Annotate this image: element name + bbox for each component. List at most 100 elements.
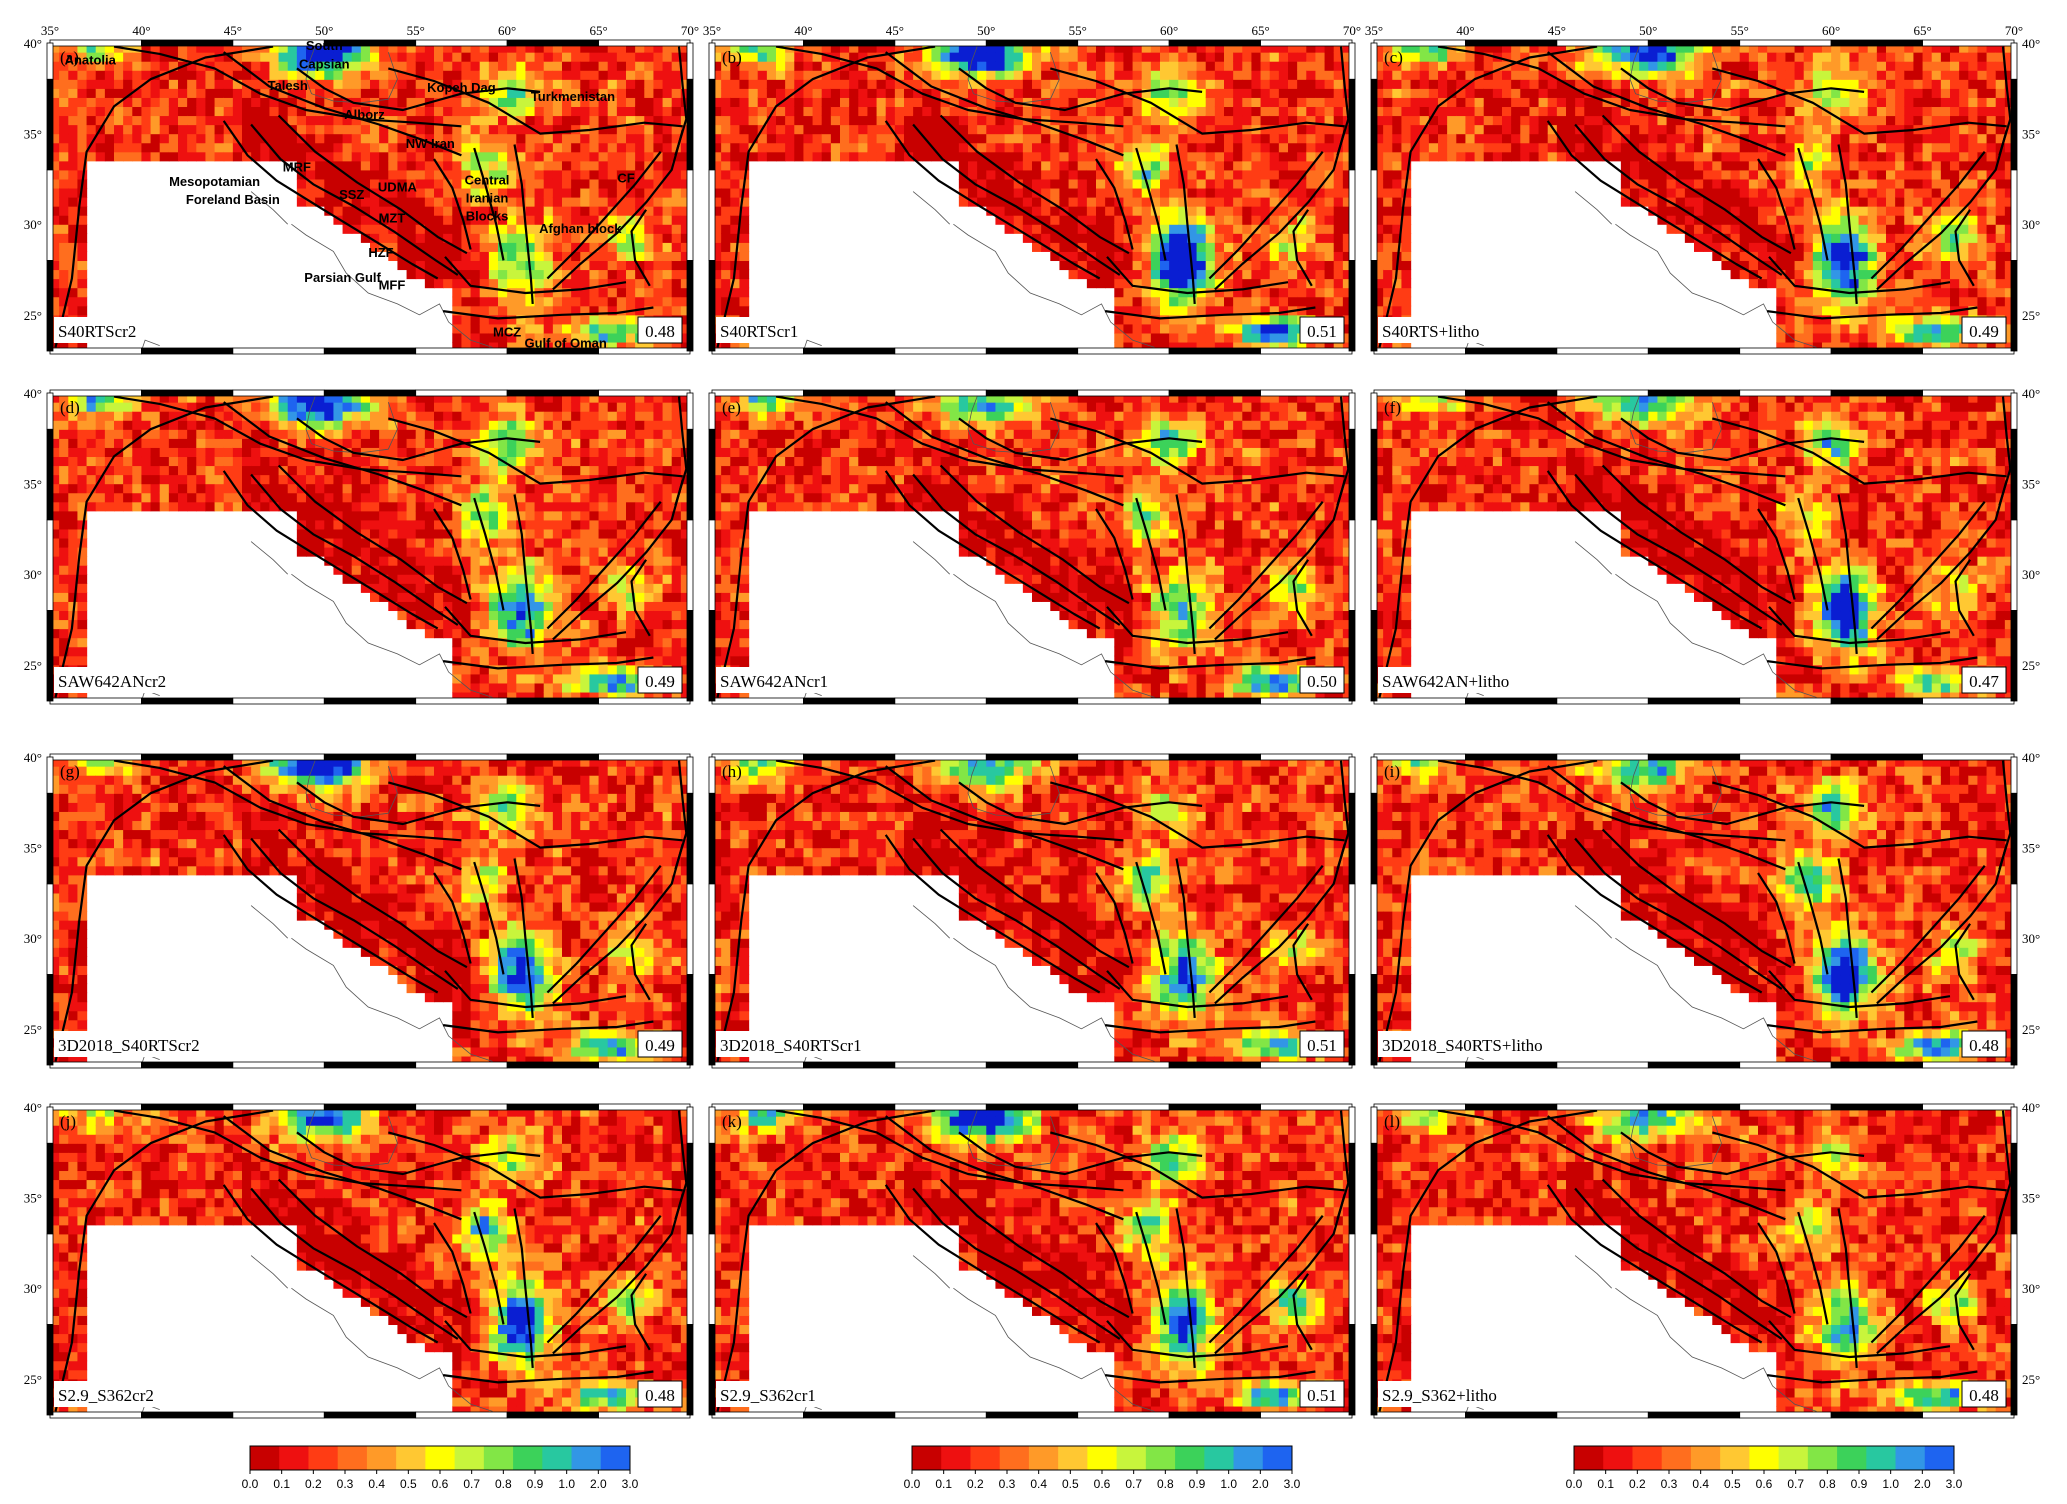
grid-cell xyxy=(858,106,869,117)
grid-cell xyxy=(1410,106,1421,117)
grid-cell xyxy=(653,88,664,98)
grid-cell xyxy=(607,332,618,343)
grid-cell xyxy=(1333,287,1344,298)
grid-cell xyxy=(1602,70,1613,80)
grid-cell xyxy=(1196,160,1207,171)
grid-cell xyxy=(324,151,335,162)
grid-cell xyxy=(415,260,426,271)
grid-cell xyxy=(1575,61,1585,71)
grid-cell xyxy=(1739,233,1750,243)
grid-cell xyxy=(1812,124,1823,135)
grid-cell xyxy=(306,133,316,144)
grid-cell xyxy=(1758,97,1768,108)
grid-cell xyxy=(479,296,490,307)
grid-cell xyxy=(452,233,463,243)
grid-cell xyxy=(1233,242,1243,252)
grid-cell xyxy=(1867,106,1878,117)
grid-cell xyxy=(616,151,627,162)
grid-cell xyxy=(830,115,841,126)
grid-cell xyxy=(1776,215,1787,225)
grid-cell xyxy=(388,70,399,80)
fault-line xyxy=(1104,306,1316,320)
grid-cell xyxy=(995,61,1006,71)
grid-cell xyxy=(168,97,179,108)
grid-cell xyxy=(534,79,545,89)
grid-cell xyxy=(1410,43,1421,53)
grid-cell xyxy=(424,160,435,171)
grid-cell xyxy=(894,115,905,126)
grid-cell xyxy=(1324,278,1335,289)
grid-cell xyxy=(995,151,1006,162)
grid-cell xyxy=(1410,61,1421,71)
grid-cell xyxy=(840,124,850,135)
grid-cell xyxy=(479,187,490,198)
grid-cell xyxy=(1123,332,1134,343)
grid-cell xyxy=(1922,269,1933,280)
grid-cell xyxy=(1041,106,1051,117)
grid-cell xyxy=(1822,215,1832,225)
grid-cell xyxy=(1611,142,1622,153)
grid-cell xyxy=(1812,269,1823,280)
grid-cell xyxy=(940,151,951,162)
grid-cell xyxy=(1306,133,1317,144)
grid-cell xyxy=(1785,61,1796,71)
grid-cell xyxy=(443,79,453,89)
grid-cell xyxy=(351,133,362,144)
grid-cell xyxy=(1858,323,1869,334)
grid-cell xyxy=(1141,323,1152,334)
grid-cell xyxy=(616,52,627,62)
grid-cell xyxy=(1630,79,1640,89)
grid-cell xyxy=(342,88,353,98)
grid-cell xyxy=(1675,106,1686,117)
grid-cell xyxy=(1233,296,1243,307)
grid-cell xyxy=(1123,115,1134,126)
grid-cell xyxy=(1196,314,1207,325)
grid-cell xyxy=(1639,124,1649,135)
grid-cell xyxy=(858,151,869,162)
grid-cell xyxy=(488,115,499,126)
grid-cell xyxy=(1196,332,1207,343)
grid-cell xyxy=(68,341,79,352)
grid-cell xyxy=(1288,97,1298,108)
grid-cell xyxy=(1922,115,1933,126)
grid-cell xyxy=(894,52,905,62)
lon-tick-label: 65° xyxy=(589,23,607,38)
grid-cell xyxy=(479,206,490,216)
grid-cell xyxy=(1730,43,1741,53)
grid-cell xyxy=(95,79,106,89)
grid-cell xyxy=(488,151,499,162)
grid-cell xyxy=(333,79,344,89)
grid-cell xyxy=(1803,296,1814,307)
grid-cell xyxy=(1242,323,1253,334)
grid-cell xyxy=(662,296,673,307)
grid-cell xyxy=(114,70,124,80)
grid-cell xyxy=(1584,88,1595,98)
grid-cell xyxy=(1776,260,1787,271)
grid-cell xyxy=(1401,160,1412,171)
grid-cell xyxy=(1187,187,1198,198)
grid-cell xyxy=(488,43,499,53)
grid-cell xyxy=(1383,106,1393,117)
grid-cell xyxy=(306,115,316,126)
grid-cell xyxy=(507,97,517,108)
grid-cell xyxy=(1269,52,1280,62)
grid-cell xyxy=(757,52,768,62)
grid-cell xyxy=(1419,97,1430,108)
grid-cell xyxy=(626,197,636,207)
grid-cell xyxy=(1803,305,1814,316)
grid-cell xyxy=(360,169,371,180)
grid-cell xyxy=(59,233,69,243)
grid-cell xyxy=(104,70,115,80)
grid-cell xyxy=(388,233,399,243)
grid-cell xyxy=(1123,70,1134,80)
grid-cell xyxy=(739,224,750,234)
grid-cell xyxy=(1306,197,1317,207)
grid-cell xyxy=(1922,61,1933,71)
grid-cell xyxy=(1013,133,1024,144)
grid-cell xyxy=(1895,305,1905,316)
grid-cell xyxy=(821,97,832,108)
grid-cell xyxy=(1776,233,1787,243)
grid-cell xyxy=(1383,61,1393,71)
grid-cell xyxy=(498,242,508,252)
grid-cell xyxy=(748,43,759,53)
